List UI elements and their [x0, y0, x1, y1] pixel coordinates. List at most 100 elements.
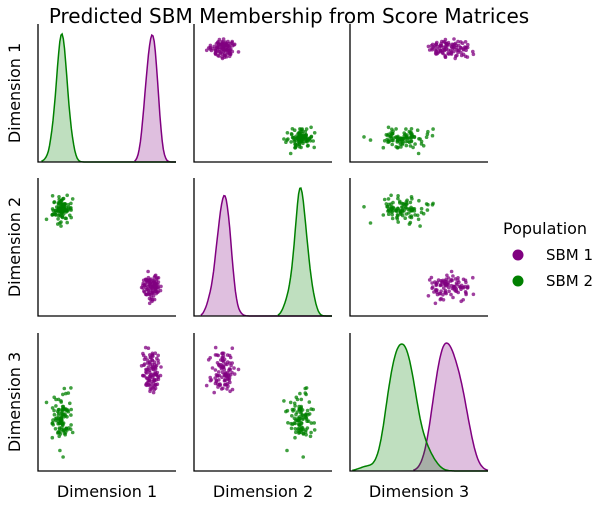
scatter-point	[282, 137, 286, 141]
scatter-point	[304, 136, 309, 141]
scatter-point	[426, 294, 431, 298]
scatter-point	[210, 366, 215, 370]
scatter-point	[401, 136, 406, 141]
scatter-point	[149, 387, 154, 391]
scatter-point	[459, 50, 463, 55]
scatter-point	[228, 52, 233, 56]
scatter-point	[410, 197, 414, 201]
scatter-point	[59, 210, 63, 214]
scatter-point	[53, 427, 58, 431]
scatter-point	[408, 144, 413, 148]
scatter-point	[308, 434, 313, 439]
scatter-point	[54, 208, 58, 213]
scatter-point	[368, 138, 373, 142]
scatter-point	[299, 421, 304, 426]
scatter-point	[57, 407, 61, 412]
scatter-point	[416, 151, 421, 156]
scatter-point	[68, 213, 72, 218]
scatter-point	[419, 206, 424, 211]
scatter-point	[444, 41, 449, 46]
scatter-point	[159, 365, 163, 369]
scatter-point	[298, 430, 303, 435]
legend-label-sbm1: SBM 1	[546, 246, 593, 264]
scatter-point	[430, 286, 434, 291]
scatter-point	[151, 390, 156, 395]
scatter-point	[433, 51, 438, 55]
scatter-point	[460, 41, 465, 45]
scatter-point	[228, 367, 233, 372]
scatter-point	[149, 295, 154, 300]
scatter-point	[382, 139, 387, 143]
scatter-point	[220, 365, 224, 370]
scatter-point	[292, 128, 297, 132]
x-axis-label-dim3: Dimension 3	[369, 482, 469, 501]
scatter-point	[417, 198, 421, 203]
axis-spines	[349, 178, 488, 317]
scatter-point	[451, 295, 455, 300]
scatter-point	[402, 131, 407, 135]
scatter-point	[471, 49, 475, 54]
scatter-point	[386, 125, 391, 130]
scatter-point	[297, 418, 302, 423]
scatter-point	[213, 345, 218, 350]
scatter-point	[220, 52, 225, 56]
scatter-point	[444, 291, 449, 296]
scatter-point	[381, 145, 386, 150]
scatter-point	[441, 278, 445, 283]
scatter-point	[222, 357, 227, 362]
scatter-point	[418, 224, 422, 228]
scatter-point	[451, 274, 455, 278]
scatter-point	[60, 412, 64, 416]
scatter-point	[286, 421, 290, 425]
scatter-point	[466, 42, 470, 47]
scatter-point	[395, 146, 400, 150]
scatter-point	[230, 346, 235, 351]
scatter-point	[65, 415, 69, 419]
scatter-point	[217, 37, 222, 42]
scatter-point	[150, 299, 154, 304]
scatter-point	[390, 127, 394, 132]
scatter-point	[223, 372, 228, 377]
scatter-point	[463, 54, 468, 59]
scatter-point	[463, 284, 467, 289]
scatter-point	[154, 372, 159, 377]
scatter-point	[387, 202, 391, 207]
scatter-point	[404, 127, 408, 131]
scatter-point	[396, 196, 400, 201]
scatter-point	[301, 136, 306, 141]
scatter-point	[227, 376, 232, 380]
scatter-point	[217, 378, 221, 382]
scatter-point	[289, 140, 293, 144]
scatter-point	[430, 281, 434, 285]
x-axis-label-dim1: Dimension 1	[57, 482, 157, 501]
legend-label-sbm2: SBM 2	[546, 272, 593, 290]
scatter-point	[390, 212, 395, 217]
scatter-point	[421, 211, 426, 216]
scatter-point	[459, 283, 464, 288]
scatter-point	[146, 346, 151, 351]
scatter-point	[220, 370, 225, 375]
scatter-point	[396, 194, 400, 198]
scatter-point	[386, 212, 391, 216]
scatter-point	[143, 345, 148, 350]
scatter-point	[449, 45, 454, 49]
scatter-point	[215, 353, 219, 357]
scatter-point	[156, 280, 161, 284]
scatter-point	[220, 351, 225, 356]
scatter-point	[408, 215, 412, 219]
scatter-point	[452, 37, 456, 41]
scatter-point	[141, 353, 146, 358]
scatter-point	[296, 421, 301, 426]
scatter-point	[219, 387, 224, 391]
scatter-point	[394, 127, 398, 131]
scatter-point	[222, 45, 227, 49]
scatter-point	[151, 283, 155, 288]
axis-spines	[349, 24, 488, 163]
scatter-point	[362, 205, 366, 209]
scatter-point	[144, 277, 148, 282]
kde-fill-sbm1-dim3	[350, 343, 488, 471]
scatter-point	[70, 197, 75, 201]
scatter-point	[144, 292, 149, 297]
scatter-point	[59, 427, 64, 432]
scatter-point	[301, 417, 305, 422]
